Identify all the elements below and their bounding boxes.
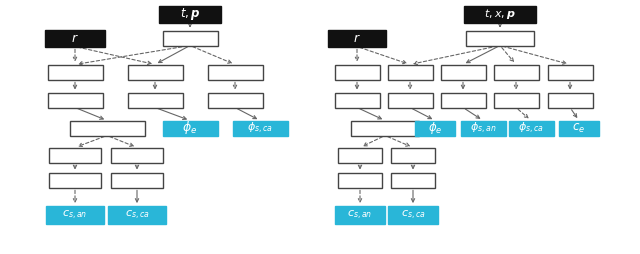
Bar <box>391 148 435 163</box>
Bar <box>127 65 182 80</box>
Bar <box>328 29 386 46</box>
Bar <box>47 65 102 80</box>
Bar <box>351 120 419 135</box>
Bar <box>440 65 486 80</box>
Bar <box>391 172 435 187</box>
Text: $c_{s,an}$: $c_{s,an}$ <box>62 209 88 221</box>
Text: $\phi_{s,ca}$: $\phi_{s,ca}$ <box>247 120 273 136</box>
Bar <box>163 120 218 135</box>
Bar <box>108 206 166 224</box>
Text: $\phi_{s,ca}$: $\phi_{s,ca}$ <box>518 120 544 136</box>
Text: $t, x, \boldsymbol{p}$: $t, x, \boldsymbol{p}$ <box>484 7 516 21</box>
Text: $c_{s,an}$: $c_{s,an}$ <box>348 209 372 221</box>
Text: $c_{s,ca}$: $c_{s,ca}$ <box>125 209 149 221</box>
Text: $c_{s,ca}$: $c_{s,ca}$ <box>401 209 426 221</box>
Bar <box>207 65 262 80</box>
Bar <box>207 92 262 107</box>
Text: $\phi_{s,an}$: $\phi_{s,an}$ <box>470 120 496 136</box>
Bar <box>338 172 382 187</box>
Bar <box>415 120 455 135</box>
Bar <box>440 92 486 107</box>
Bar <box>163 30 218 45</box>
Bar <box>70 120 145 135</box>
Bar <box>387 92 433 107</box>
Bar <box>387 65 433 80</box>
Bar <box>509 120 554 135</box>
Bar <box>464 6 536 23</box>
Text: $\phi_e$: $\phi_e$ <box>182 119 198 136</box>
Bar <box>47 92 102 107</box>
Bar <box>49 148 101 163</box>
Bar <box>493 65 538 80</box>
Bar <box>493 92 538 107</box>
Bar <box>159 6 221 23</box>
Text: $t, \boldsymbol{p}$: $t, \boldsymbol{p}$ <box>180 6 200 22</box>
Bar <box>45 29 105 46</box>
Bar <box>466 30 534 45</box>
Bar <box>461 120 506 135</box>
Text: $r$: $r$ <box>71 31 79 44</box>
Bar <box>232 120 287 135</box>
Bar <box>335 92 380 107</box>
Bar <box>335 206 385 224</box>
Bar <box>547 92 593 107</box>
Bar <box>49 172 101 187</box>
Bar <box>111 172 163 187</box>
Bar <box>127 92 182 107</box>
Bar <box>547 65 593 80</box>
Text: $r$: $r$ <box>353 31 361 44</box>
Bar <box>338 148 382 163</box>
Bar <box>335 65 380 80</box>
Bar <box>111 148 163 163</box>
Text: $\phi_e$: $\phi_e$ <box>428 120 442 136</box>
Bar <box>388 206 438 224</box>
Bar <box>46 206 104 224</box>
Text: $c_e$: $c_e$ <box>572 121 586 135</box>
Bar <box>559 120 599 135</box>
